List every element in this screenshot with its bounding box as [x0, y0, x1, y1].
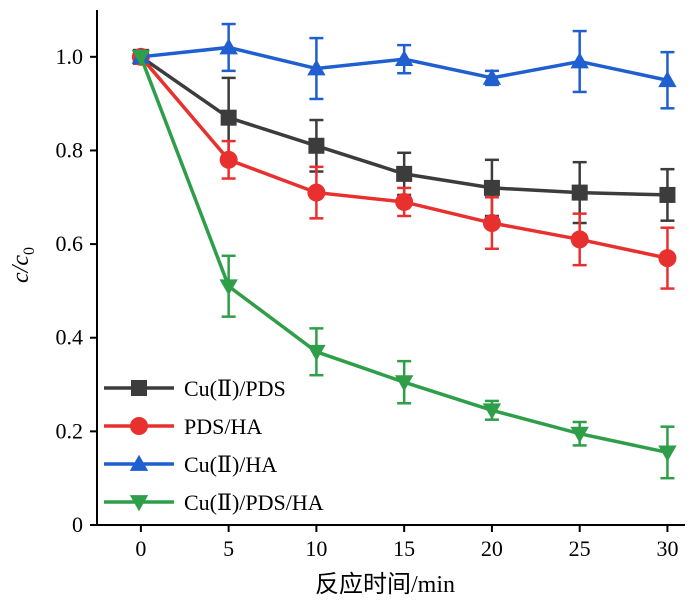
data-point: [219, 38, 238, 55]
data-point: [659, 186, 676, 203]
data-point: [219, 150, 238, 169]
data-point: [483, 179, 500, 196]
legend-marker: [131, 380, 147, 396]
legend-item: Cu(Ⅱ)/PDS: [104, 376, 286, 401]
data-point: [482, 68, 502, 85]
data-point: [394, 49, 414, 67]
data-point: [658, 445, 677, 462]
legend-marker: [129, 495, 149, 512]
legend-item: PDS/HA: [104, 414, 262, 439]
x-tick-label: 20: [481, 536, 503, 561]
series-2: [131, 22, 677, 110]
y-tick-label: 0.4: [56, 325, 84, 350]
data-point: [131, 49, 151, 67]
x-axis-title: 反应时间/min: [315, 571, 455, 598]
data-point: [307, 344, 326, 361]
data-point: [396, 165, 413, 182]
legend-marker: [129, 454, 149, 471]
x-tick-label: 25: [569, 536, 591, 561]
x-tick-label: 0: [135, 536, 146, 561]
data-point: [395, 192, 414, 211]
legend-label: PDS/HA: [184, 414, 262, 439]
legend-marker: [130, 417, 148, 435]
series-3: [131, 49, 677, 480]
data-point: [658, 71, 677, 88]
data-point: [570, 426, 589, 443]
legend-item: Cu(Ⅱ)/PDS/HA: [104, 490, 324, 515]
data-point: [394, 375, 414, 392]
y-tick-label: 0.6: [56, 231, 84, 256]
y-tick-label: 0: [72, 512, 83, 537]
y-tick-label: 0.2: [56, 418, 84, 443]
legend: Cu(Ⅱ)/PDS PDS/HA Cu(Ⅱ)/HA Cu(Ⅱ)/PDS/HA: [104, 376, 324, 515]
data-point: [658, 249, 677, 268]
legend-label: Cu(Ⅱ)/PDS/HA: [184, 490, 324, 515]
y-axis-title: c/c0: [8, 247, 38, 283]
data-point: [570, 52, 589, 69]
x-tick-label: 15: [393, 536, 415, 561]
data-point: [307, 59, 326, 76]
legend-item: Cu(Ⅱ)/HA: [104, 452, 277, 477]
data-point: [570, 230, 589, 249]
x-tick-label: 30: [656, 536, 678, 561]
legend-label: Cu(Ⅱ)/PDS: [184, 376, 286, 401]
x-tick-label: 10: [305, 536, 327, 561]
data-point: [482, 403, 502, 420]
plot-area: 0 5 10 15 20 25 30 0 0.2 0.4 0.6 0.8 1.0 Cu(Ⅱ)/PDS PDS…: [56, 10, 685, 561]
y-axis-title-main: c/c: [8, 255, 34, 283]
data-point: [220, 109, 237, 126]
data-point: [482, 214, 501, 233]
data-point: [219, 279, 238, 296]
legend-label: Cu(Ⅱ)/HA: [184, 452, 277, 477]
series-1: [131, 47, 677, 290]
x-tick-label: 5: [223, 536, 234, 561]
data-point: [571, 184, 588, 201]
y-tick-label: 0.8: [56, 137, 84, 162]
y-tick-label: 1.0: [56, 44, 84, 69]
y-axis-title-subscript: 0: [21, 247, 38, 255]
data-point: [307, 183, 326, 202]
data-point: [308, 137, 325, 154]
